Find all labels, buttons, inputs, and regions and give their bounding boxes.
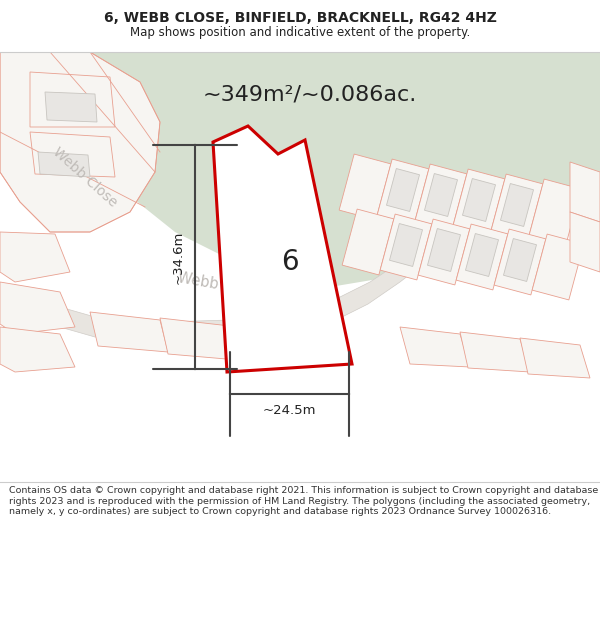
Polygon shape xyxy=(342,209,394,275)
Polygon shape xyxy=(500,184,533,226)
Text: Webb Close: Webb Close xyxy=(176,270,263,300)
Polygon shape xyxy=(60,210,600,342)
Polygon shape xyxy=(0,327,75,372)
Polygon shape xyxy=(570,162,600,222)
Polygon shape xyxy=(529,179,581,245)
Text: ~34.6m: ~34.6m xyxy=(172,230,185,284)
Text: 6: 6 xyxy=(281,248,299,276)
Polygon shape xyxy=(466,234,499,276)
Polygon shape xyxy=(45,92,97,122)
Polygon shape xyxy=(491,174,543,240)
Polygon shape xyxy=(463,179,496,221)
Polygon shape xyxy=(400,327,470,367)
Text: Map shows position and indicative extent of the property.: Map shows position and indicative extent… xyxy=(130,26,470,39)
Polygon shape xyxy=(532,234,584,300)
Polygon shape xyxy=(0,282,75,334)
Polygon shape xyxy=(456,224,508,290)
Polygon shape xyxy=(377,159,429,225)
Polygon shape xyxy=(570,212,600,272)
Polygon shape xyxy=(460,332,530,372)
Text: ~24.5m: ~24.5m xyxy=(263,404,316,416)
Polygon shape xyxy=(415,164,467,230)
Polygon shape xyxy=(503,239,536,281)
Polygon shape xyxy=(0,52,160,232)
Polygon shape xyxy=(386,169,419,211)
Polygon shape xyxy=(453,169,505,235)
Polygon shape xyxy=(380,214,432,280)
Polygon shape xyxy=(427,229,461,271)
Polygon shape xyxy=(0,232,70,282)
Polygon shape xyxy=(418,219,470,285)
Polygon shape xyxy=(0,52,600,287)
Polygon shape xyxy=(389,224,422,266)
Polygon shape xyxy=(38,152,90,177)
Polygon shape xyxy=(339,154,391,220)
Polygon shape xyxy=(30,72,115,127)
Polygon shape xyxy=(494,229,546,295)
Polygon shape xyxy=(424,174,458,216)
Text: Contains OS data © Crown copyright and database right 2021. This information is : Contains OS data © Crown copyright and d… xyxy=(9,486,598,516)
Polygon shape xyxy=(520,338,590,378)
Polygon shape xyxy=(160,318,238,360)
Text: 6, WEBB CLOSE, BINFIELD, BRACKNELL, RG42 4HZ: 6, WEBB CLOSE, BINFIELD, BRACKNELL, RG42… xyxy=(104,11,496,26)
Polygon shape xyxy=(213,126,352,372)
Polygon shape xyxy=(30,132,115,177)
Text: ~349m²/~0.086ac.: ~349m²/~0.086ac. xyxy=(203,84,417,104)
Polygon shape xyxy=(230,324,302,366)
Polygon shape xyxy=(0,92,80,162)
Polygon shape xyxy=(90,312,168,352)
Text: Webb Close: Webb Close xyxy=(50,144,120,209)
